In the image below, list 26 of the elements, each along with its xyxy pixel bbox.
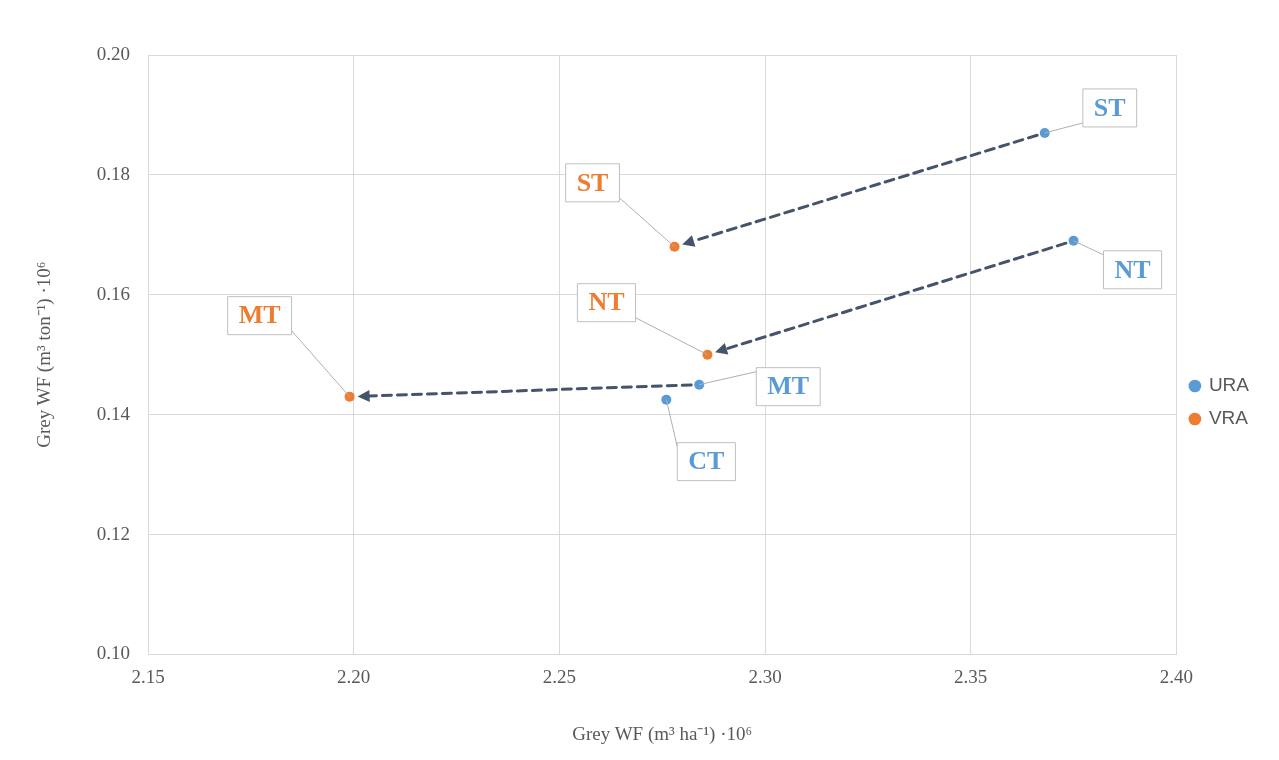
y-tick-label: 0.18 — [96, 162, 131, 184]
annotation: CT — [688, 446, 725, 476]
point — [1039, 127, 1050, 138]
x-tick-label: 2.15 — [131, 665, 165, 687]
annotation: NT — [588, 287, 625, 317]
y-tick-label: 0.12 — [96, 522, 131, 544]
x-tick-label: 2.40 — [1159, 665, 1194, 687]
x-tick-label: 2.35 — [954, 665, 988, 687]
x-tick-label: 2.30 — [748, 665, 782, 687]
x-axis-title: Grey WF (m³ ha⁻¹) ·10⁶ — [572, 722, 753, 745]
annotation: MT — [767, 371, 810, 401]
x-tick-label: 2.25 — [542, 665, 577, 687]
legend-label: URA — [1208, 374, 1250, 396]
point — [694, 379, 705, 390]
point — [1068, 235, 1079, 246]
x-tick-label: 2.20 — [337, 665, 371, 687]
legend-label: VRA — [1208, 407, 1249, 429]
y-tick-label: 0.16 — [96, 282, 131, 304]
annotation: ST — [576, 167, 609, 197]
y-tick-label: 0.14 — [96, 402, 131, 424]
annotation: NT — [1114, 254, 1151, 284]
y-tick-label: 0.20 — [96, 42, 131, 64]
y-axis-title: Grey WF (m³ ton⁻¹) ·10⁶ — [33, 261, 56, 448]
annotation: ST — [1093, 92, 1126, 122]
annotation: MT — [238, 300, 281, 330]
y-tick-label: 0.10 — [96, 642, 131, 664]
